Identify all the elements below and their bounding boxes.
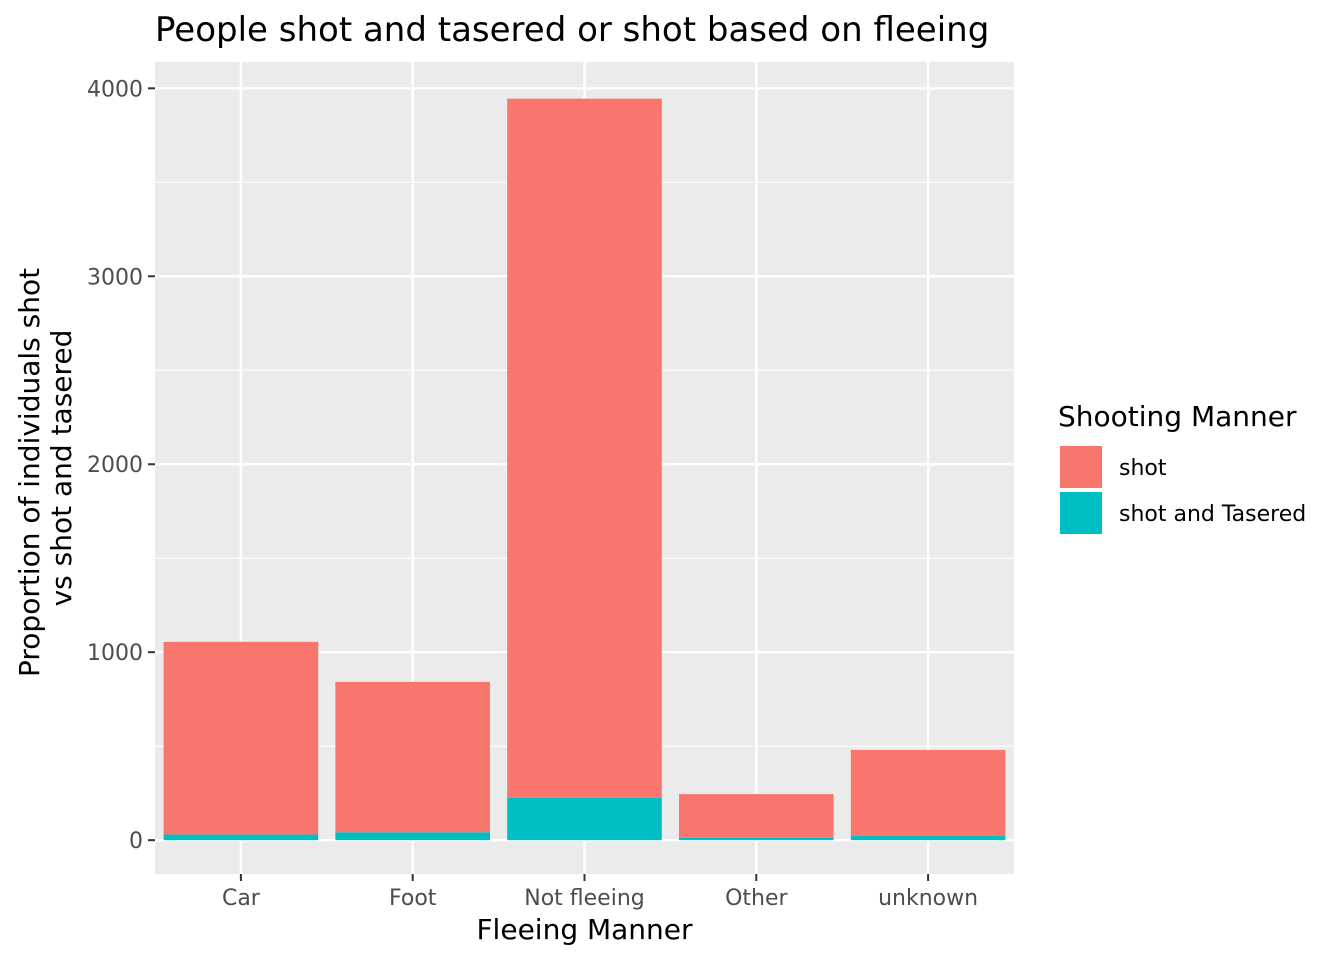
legend-key-shot-and-tasered bbox=[1058, 490, 1104, 536]
legend-label-shot-and-tasered: shot and Tasered bbox=[1119, 502, 1306, 527]
bars bbox=[163, 98, 1006, 841]
bar-shot-and-tasered bbox=[335, 832, 491, 841]
y-axis-title-line-2: vs shot and tasered bbox=[45, 330, 78, 607]
bar-shot bbox=[163, 641, 319, 835]
bar-shot-and-tasered bbox=[163, 834, 319, 841]
x-tick-label: Other bbox=[725, 886, 788, 911]
y-tick-label: 3000 bbox=[87, 265, 143, 290]
y-tick-label: 0 bbox=[129, 829, 143, 854]
y-tick-label: 2000 bbox=[87, 453, 143, 478]
bar-shot-and-tasered bbox=[850, 836, 1006, 841]
bar-shot bbox=[678, 794, 834, 838]
legend: Shooting Manner shot shot and Tasered bbox=[1058, 400, 1306, 536]
legend-label-shot: shot bbox=[1119, 456, 1167, 481]
legend-title: Shooting Manner bbox=[1058, 400, 1297, 433]
x-tick-label: unknown bbox=[878, 886, 978, 911]
chart-title: People shot and tasered or shot based on… bbox=[155, 10, 989, 50]
y-axis-title: Proportion of individuals shot vs shot a… bbox=[13, 259, 78, 677]
y-tick-label: 4000 bbox=[87, 77, 143, 102]
x-tick-label: Not fleeing bbox=[524, 886, 644, 911]
y-axis-title-line-1: Proportion of individuals shot bbox=[13, 268, 46, 677]
x-axis-title: Fleeing Manner bbox=[476, 913, 693, 946]
x-tick-label: Car bbox=[222, 886, 261, 911]
bar-shot bbox=[850, 749, 1006, 837]
bar-shot-and-tasered bbox=[678, 837, 834, 841]
x-tick-label: Foot bbox=[389, 886, 437, 911]
y-tick-label: 1000 bbox=[87, 641, 143, 666]
legend-key-shot bbox=[1058, 444, 1104, 490]
bar-shot-and-tasered bbox=[507, 797, 662, 841]
axes: 0 1000 2000 3000 4000 Car Foot Not fleeing Other… bbox=[87, 77, 978, 911]
bar-shot bbox=[335, 681, 491, 833]
bar-shot bbox=[507, 98, 662, 798]
